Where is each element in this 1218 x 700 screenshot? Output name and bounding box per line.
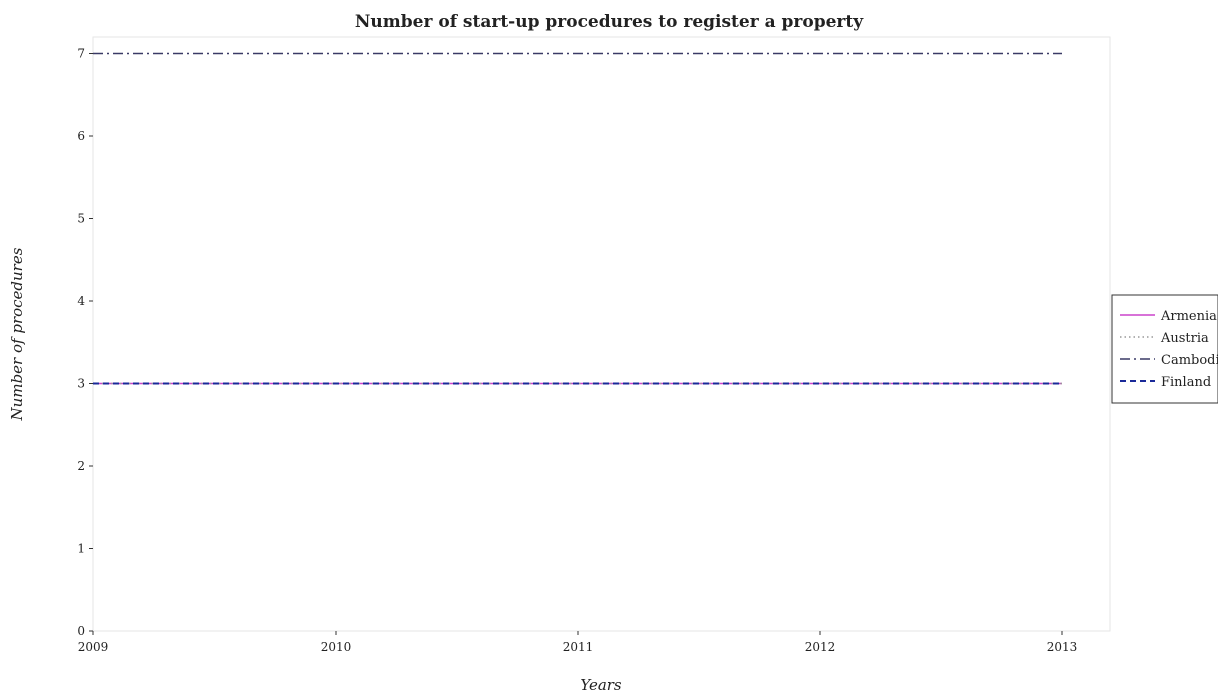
legend-label-armenia: Armenia [1160,309,1217,324]
y-tick-label: 5 [77,212,85,226]
y-axis: 0 1 2 3 4 5 6 7 [77,47,93,638]
y-tick-label: 3 [77,377,85,391]
legend-label-finland: Finland [1161,375,1211,390]
legend-label-cambodia: Cambodia [1161,353,1218,368]
x-tick-label: 2013 [1047,640,1078,654]
x-axis-label: Years [580,676,622,694]
y-tick-label: 1 [77,542,85,556]
x-tick-label: 2010 [321,640,352,654]
y-tick-label: 0 [77,624,85,638]
x-axis: 2009 2010 2011 2012 2013 [78,631,1078,654]
y-tick-label: 4 [77,294,85,308]
x-tick-label: 2012 [805,640,836,654]
x-tick-label: 2009 [78,640,109,654]
legend-label-austria: Austria [1160,331,1209,346]
legend: Armenia Austria Cambodia Finland [1111,294,1218,404]
y-tick-label: 6 [77,129,85,143]
series-lines [93,52,1062,385]
plot-area [92,36,1111,632]
y-tick-label: 7 [77,47,85,61]
y-axis-label: Number of procedures [8,247,26,421]
chart-title: Number of start-up procedures to registe… [355,12,864,32]
y-tick-label: 2 [77,459,85,473]
legend-box [1111,294,1218,404]
x-tick-label: 2011 [563,640,594,654]
